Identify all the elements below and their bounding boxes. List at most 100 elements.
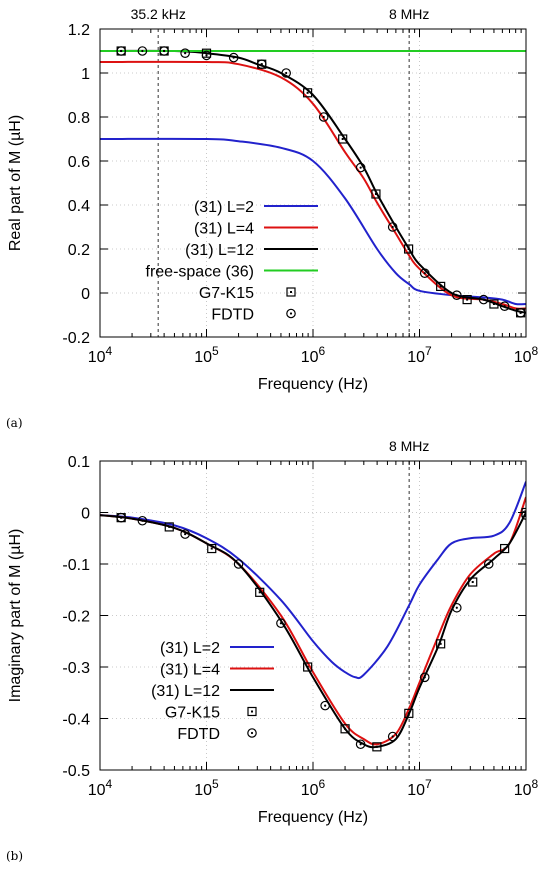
x-axis-label: Frequency (Hz) xyxy=(258,376,368,393)
panel-label: (b) xyxy=(6,849,23,863)
y-axis-label: Imaginary part of M (µH) xyxy=(7,529,24,703)
plot-frame xyxy=(99,28,527,338)
legend-label: (31) L=12 xyxy=(151,683,220,700)
y-tick-label: 0.4 xyxy=(68,198,90,215)
legend-swatch-circle xyxy=(286,308,296,319)
point-circle-dot xyxy=(184,52,187,55)
point-square xyxy=(338,134,348,144)
point-circle-dot xyxy=(237,562,240,566)
point-circle-dot xyxy=(455,606,458,609)
point-circle xyxy=(387,731,398,742)
y-tick-label: 0.2 xyxy=(68,242,90,259)
y-tick-label: -0.4 xyxy=(62,712,90,729)
y-tick-label: 0.1 xyxy=(68,454,90,471)
point-circle xyxy=(515,307,526,318)
series-line-0 xyxy=(100,137,526,306)
point-circle xyxy=(419,268,430,278)
point-square-dot xyxy=(439,642,442,645)
point-circle xyxy=(137,46,148,56)
point-circle xyxy=(276,618,286,629)
y-tick-label: 0.6 xyxy=(68,154,90,171)
point-square-dot xyxy=(341,138,344,140)
legend-label: free-space (36) xyxy=(146,264,255,281)
point-square xyxy=(372,742,382,752)
annotation-label: 35.2 kHz xyxy=(131,6,186,22)
point-circle xyxy=(387,222,398,232)
point-square xyxy=(207,543,217,554)
point-circle xyxy=(137,515,148,526)
point-circle-dot xyxy=(141,519,144,522)
point-circle xyxy=(355,162,366,173)
legend-swatch-circle-dot xyxy=(289,312,293,315)
point-circle-dot xyxy=(391,225,394,229)
legend-label: (31) L=12 xyxy=(185,242,254,259)
point-circle-dot xyxy=(260,63,263,66)
legend-label: (31) L=2 xyxy=(160,640,220,657)
point-circle-dot xyxy=(205,54,208,57)
point-square xyxy=(462,295,472,305)
point-circle xyxy=(233,559,244,569)
y-tick-label: -0.1 xyxy=(62,557,90,574)
point-circle xyxy=(419,672,430,683)
point-square xyxy=(436,281,446,291)
legend-label: (31) L=4 xyxy=(194,221,254,238)
point-circle xyxy=(180,529,190,539)
point-square-dot xyxy=(306,91,309,94)
point-circle xyxy=(499,301,510,311)
y-tick-label: -0.2 xyxy=(62,609,90,626)
point-square xyxy=(404,708,414,718)
y-tick-label: -0.2 xyxy=(62,330,90,347)
legend-label: G7-K15 xyxy=(199,285,254,302)
point-square xyxy=(255,587,265,597)
legend: (31) L=2 (31) L=4 (31) L=12 free-space (36)… xyxy=(146,199,318,324)
x-tick-label: 106 xyxy=(301,344,326,366)
grid-lines xyxy=(100,29,526,337)
point-circle xyxy=(483,559,494,569)
x-axis: 104 105 106 107 108 xyxy=(88,29,539,366)
series-group xyxy=(100,46,526,318)
point-square-dot xyxy=(439,285,442,288)
point-square-dot xyxy=(306,666,309,668)
point-circle-dot xyxy=(163,49,166,53)
point-circle xyxy=(256,59,267,69)
point-square-dot xyxy=(492,303,495,305)
point-square xyxy=(436,639,446,649)
y-tick-label: 0.8 xyxy=(68,110,90,127)
point-square-dot xyxy=(168,525,171,528)
point-square-dot xyxy=(258,591,261,594)
x-tick-label: 107 xyxy=(407,344,432,366)
legend-swatch-square xyxy=(286,287,296,297)
point-circle xyxy=(318,112,329,122)
point-circle-dot xyxy=(324,704,327,707)
point-square xyxy=(371,189,381,199)
point-circle xyxy=(320,700,330,711)
point-square-dot xyxy=(374,193,377,195)
point-square-dot xyxy=(471,581,474,584)
x-tick-label: 108 xyxy=(514,344,539,366)
point-circle-dot xyxy=(359,166,362,169)
point-square xyxy=(468,577,478,587)
point-circle xyxy=(452,290,462,300)
point-circle-dot xyxy=(482,298,485,301)
point-circle-dot xyxy=(455,294,458,297)
point-square xyxy=(303,88,313,98)
point-circle-dot xyxy=(184,533,187,536)
point-circle-dot xyxy=(423,676,426,679)
x-tick-label: 107 xyxy=(407,777,432,799)
x-tick-label: 105 xyxy=(194,777,219,799)
x-tick-label: 105 xyxy=(194,344,219,366)
point-square-dot xyxy=(375,745,378,748)
point-circle xyxy=(228,52,239,63)
point-circle-dot xyxy=(391,735,394,738)
point-square xyxy=(340,724,350,734)
x-axis: 104 105 106 107 108 xyxy=(88,461,539,799)
point-circle-dot xyxy=(519,311,522,314)
point-circle-dot xyxy=(232,56,235,59)
panel-a: 35.2 kHz 8 MHz 104 105 106 107 108 -0.2 0 0.2 0.4 0… xyxy=(6,6,539,430)
point-circle-dot xyxy=(141,49,144,53)
point-circle-dot xyxy=(322,115,325,119)
series-line-0 xyxy=(100,481,526,680)
y-tick-label: 1.2 xyxy=(68,22,90,39)
y-tick-label: -0.3 xyxy=(62,660,90,677)
